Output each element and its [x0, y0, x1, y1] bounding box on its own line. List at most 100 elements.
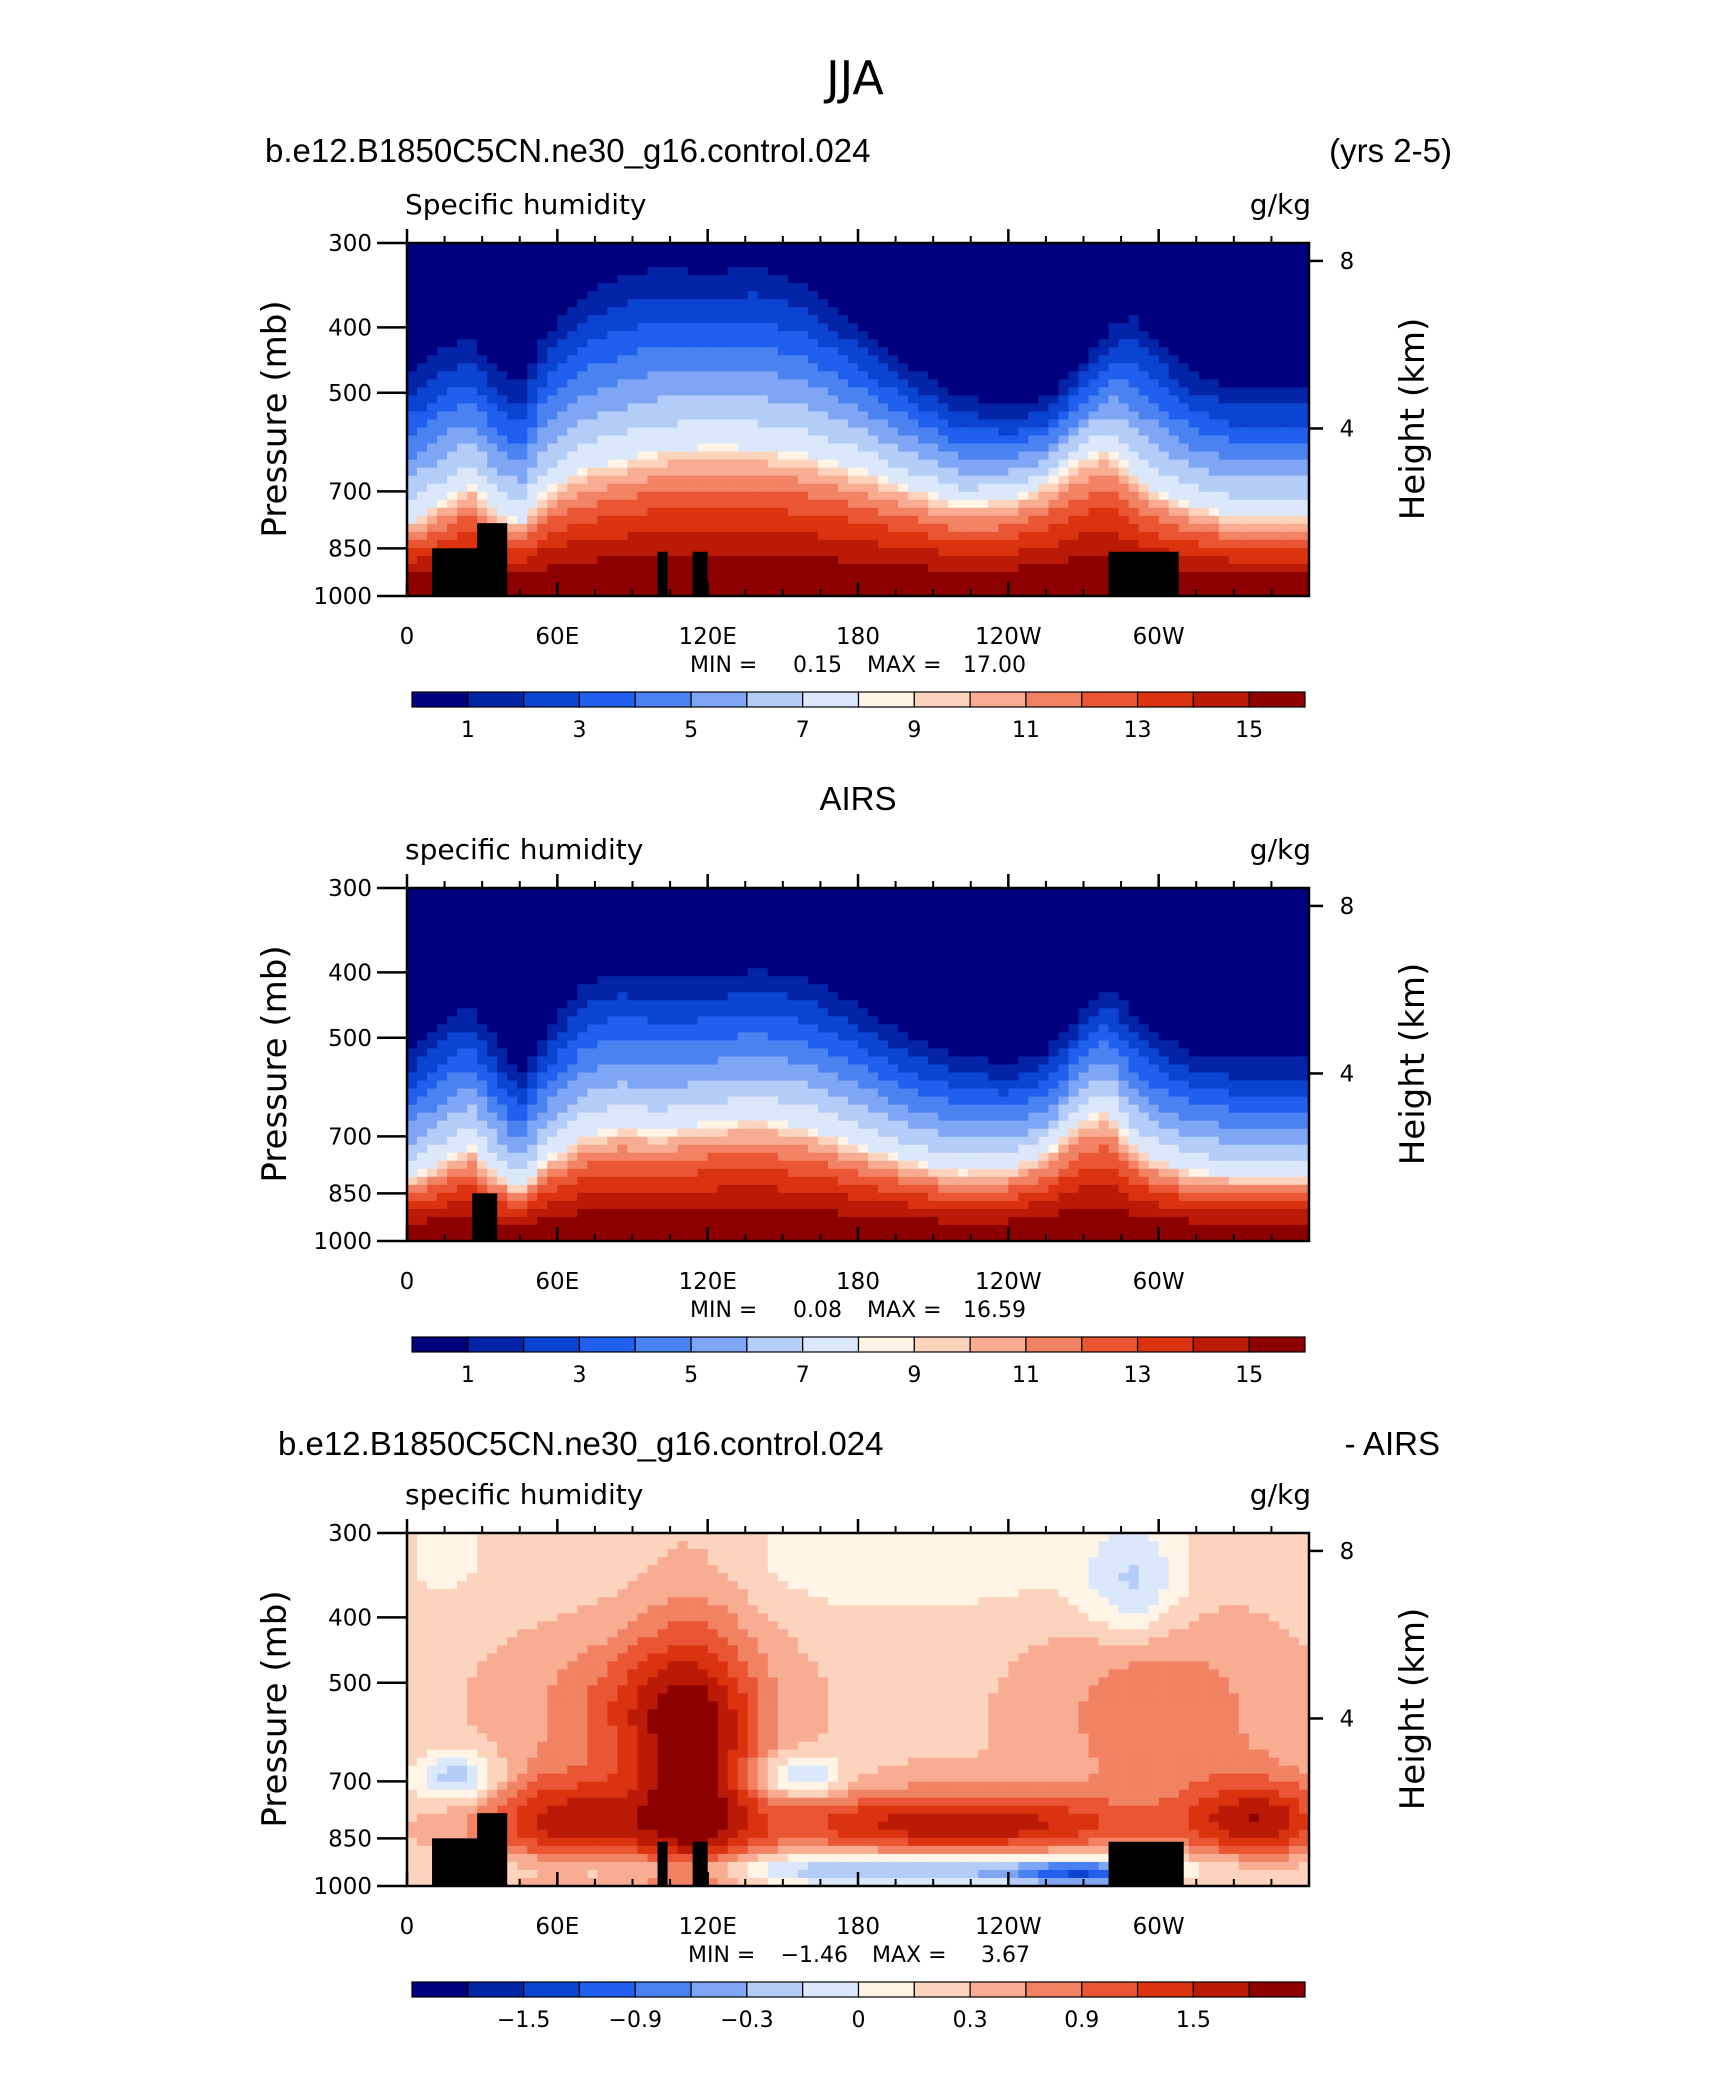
field-cell — [607, 283, 619, 292]
field-cell — [797, 395, 809, 405]
field-cell — [1288, 243, 1300, 252]
field-cell — [847, 299, 859, 308]
field-cell — [837, 451, 849, 461]
field-cell — [777, 467, 789, 477]
field-cell — [918, 483, 929, 493]
panel-model-left-label: Specific humidity — [405, 188, 647, 221]
field-cell — [1278, 936, 1290, 945]
field-cell — [787, 451, 799, 461]
field-cell — [637, 920, 649, 929]
field-cell — [707, 475, 719, 485]
field-cell — [1048, 587, 1060, 596]
field-cell — [497, 952, 508, 961]
field-cell — [1028, 267, 1039, 276]
field-cell — [1238, 427, 1250, 437]
field-cell — [1128, 315, 1140, 324]
field-cell — [477, 403, 488, 413]
field-cell — [827, 467, 839, 477]
field-cell — [737, 459, 749, 469]
field-cell — [797, 912, 809, 921]
field-cell — [1228, 547, 1240, 557]
field-cell — [407, 275, 418, 284]
field-cell — [1298, 459, 1309, 469]
field-cell — [417, 259, 428, 268]
field-cell — [697, 411, 709, 421]
field-cell — [948, 347, 959, 356]
field-cell — [1298, 555, 1309, 565]
field-cell — [958, 347, 969, 356]
field-cell — [888, 283, 899, 292]
field-cell — [1078, 331, 1090, 340]
field-cell — [978, 459, 989, 469]
field-cell — [617, 291, 629, 300]
field-cell — [637, 936, 649, 945]
field-cell — [1178, 587, 1190, 596]
field-cell — [627, 395, 639, 405]
field-cell — [898, 483, 909, 493]
field-cell — [1188, 555, 1200, 565]
field-cell — [697, 475, 709, 485]
field-cell — [1138, 267, 1150, 276]
field-cell — [1128, 323, 1140, 332]
field-cell — [928, 403, 939, 413]
field-cell — [1208, 507, 1220, 517]
field-cell — [1068, 507, 1080, 517]
field-cell — [958, 251, 969, 260]
field-cell — [657, 347, 669, 356]
field-cell — [1188, 475, 1200, 485]
field-cell — [557, 355, 568, 364]
field-cell — [437, 363, 448, 372]
field-cell — [447, 475, 458, 485]
y2-tick-label: 4 — [1340, 416, 1355, 442]
field-cell — [807, 371, 819, 380]
field-cell — [1258, 515, 1270, 525]
field-cell — [1188, 507, 1200, 517]
field-cell — [627, 355, 639, 364]
field-cell — [1268, 243, 1280, 252]
field-cell — [697, 491, 709, 501]
field-cell — [938, 403, 949, 413]
field-cell — [1018, 944, 1029, 953]
field-cell — [697, 928, 709, 937]
field-cell — [1078, 920, 1090, 929]
field-cell — [878, 920, 889, 929]
field-cell — [427, 339, 438, 348]
field-cell — [1208, 379, 1220, 389]
field-cell — [497, 251, 508, 260]
field-cell — [1268, 355, 1280, 364]
field-cell — [467, 315, 478, 324]
field-cell — [1088, 307, 1100, 316]
field-cell — [727, 451, 739, 461]
field-cell — [998, 451, 1009, 461]
field-cell — [978, 451, 989, 461]
field-cell — [417, 299, 428, 308]
field-cell — [627, 307, 639, 316]
field-cell — [467, 491, 478, 501]
field-cell — [1108, 339, 1120, 348]
field-cell — [1088, 571, 1100, 581]
field-cell — [797, 315, 809, 324]
field-cell — [888, 531, 899, 541]
field-cell — [527, 419, 538, 429]
field-cell — [487, 283, 498, 292]
field-cell — [1058, 936, 1070, 945]
field-cell — [477, 355, 488, 364]
field-cell — [557, 920, 568, 929]
field-cell — [1068, 315, 1080, 324]
field-cell — [827, 323, 839, 332]
field-cell — [627, 499, 639, 509]
field-cell — [1168, 259, 1180, 268]
field-cell — [868, 912, 879, 921]
field-cell — [547, 363, 558, 372]
field-cell — [918, 435, 929, 445]
field-cell — [1218, 443, 1230, 453]
field-cell — [677, 579, 689, 589]
field-cell — [978, 467, 989, 477]
field-cell — [437, 387, 448, 397]
field-cell — [497, 451, 508, 461]
field-cell — [998, 395, 1009, 405]
field-cell — [627, 912, 639, 921]
colorbar-swatch — [690, 691, 748, 708]
field-cell — [577, 507, 588, 517]
field-cell — [1078, 904, 1090, 913]
